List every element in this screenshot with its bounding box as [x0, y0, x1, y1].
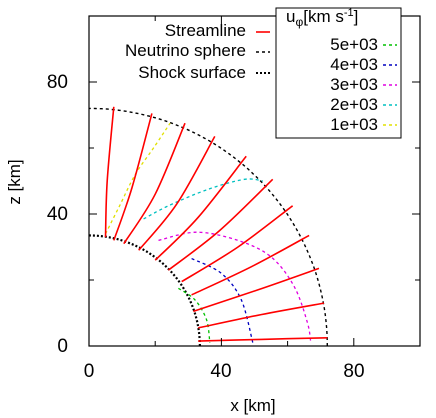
streamline — [181, 205, 294, 283]
streamline — [167, 178, 274, 271]
contour-legend-label: 2e+03 — [330, 95, 378, 114]
uphi-contour — [178, 287, 211, 343]
uphi-legend-box — [275, 7, 402, 139]
legend-label-neutrino-sphere: Neutrino sphere — [125, 41, 246, 60]
uphi-legend-title: uφ[km s-1] — [286, 7, 358, 29]
uphi-base: u — [286, 7, 295, 26]
legend-label-shock-surface: Shock surface — [138, 63, 246, 82]
uphi-contour — [191, 258, 254, 343]
legend: Streamline Neutrino sphere Shock surface… — [125, 7, 402, 139]
contour-legend-label: 5e+03 — [330, 35, 378, 54]
streamline — [191, 234, 310, 296]
y-tick-label: 40 — [47, 204, 68, 225]
plot-frame — [88, 15, 421, 347]
y-axis-title: z [km] — [5, 159, 24, 204]
x-axis-title: x [km] — [230, 396, 275, 415]
streamline — [104, 106, 115, 238]
contour-legend-label: 1e+03 — [330, 115, 378, 134]
streamline — [154, 155, 247, 261]
uphi-unit: [km s — [303, 7, 344, 26]
x-tick-label: 80 — [343, 361, 364, 382]
uphi-sub: φ — [295, 15, 303, 29]
shock-surface-curve — [89, 234, 201, 346]
streamline — [138, 136, 216, 251]
x-tick-label: 0 — [84, 361, 95, 382]
x-tick-label: 40 — [210, 361, 231, 382]
y-tick-label: 0 — [57, 336, 68, 357]
uphi-exp: -1 — [344, 7, 354, 19]
uphi-close: ] — [354, 7, 359, 26]
uphi-contour — [104, 122, 171, 235]
contour-legend-label: 4e+03 — [330, 55, 378, 74]
streamline — [198, 302, 325, 329]
streamline — [113, 113, 153, 241]
streamline — [193, 267, 320, 313]
uphi-contour — [143, 178, 263, 220]
streamline — [198, 337, 328, 342]
streamline — [123, 122, 186, 245]
neutrino-sphere-curve — [89, 107, 328, 346]
y-tick-label: 80 — [47, 72, 68, 93]
contour-legend-label: 3e+03 — [330, 75, 378, 94]
legend-label-streamline: Streamline — [165, 21, 246, 40]
